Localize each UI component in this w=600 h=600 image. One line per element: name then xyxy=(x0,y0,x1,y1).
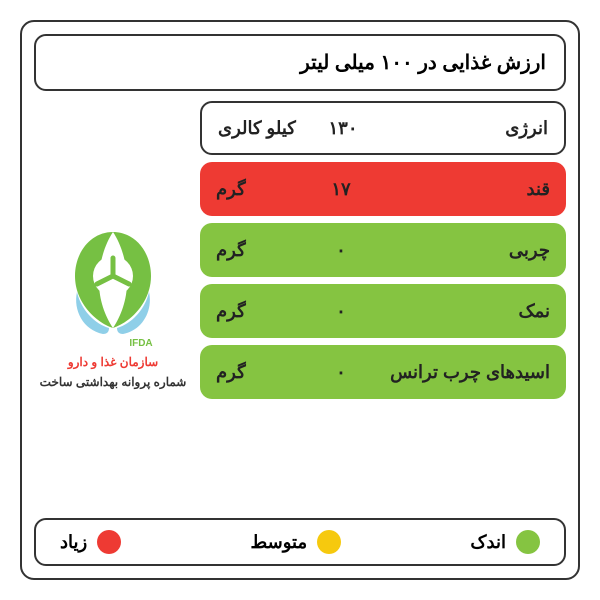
legend-label: زیاد xyxy=(60,532,87,553)
logo-column: IFDA سازمان غذا و دارو شماره پروانه بهدا… xyxy=(34,101,192,508)
dot-high-icon xyxy=(97,530,121,554)
legend-label: متوسط xyxy=(251,532,308,553)
legend-low: اندک xyxy=(470,530,540,554)
ifda-logo-icon xyxy=(53,220,173,340)
title-text: ارزش غذایی در ۱۰۰ میلی لیتر xyxy=(300,52,546,74)
title-box: ارزش غذایی در ۱۰۰ میلی لیتر xyxy=(34,34,566,91)
legend-high: زیاد xyxy=(60,530,121,554)
row-value: ۱۳۰ xyxy=(308,118,378,139)
row-fat: چربی ۰ گرم xyxy=(200,223,566,277)
row-label: چربی xyxy=(376,240,550,261)
logo-org-name: سازمان غذا و دارو xyxy=(68,355,158,369)
row-label: قند xyxy=(376,179,550,200)
nutrition-rows: انرژی ۱۳۰ کیلو کالری قند ۱۷ گرم چربی ۰ گ… xyxy=(200,101,566,508)
row-value: ۰ xyxy=(306,362,376,383)
row-value: ۰ xyxy=(306,301,376,322)
row-label: نمک xyxy=(376,301,550,322)
row-label: اسیدهای چرب ترانس xyxy=(376,362,550,383)
row-unit: گرم xyxy=(216,301,306,322)
ifda-text: IFDA xyxy=(129,338,152,349)
row-unit: گرم xyxy=(216,179,306,200)
row-value: ۰ xyxy=(306,240,376,261)
row-transfat: اسیدهای چرب ترانس ۰ گرم xyxy=(200,345,566,399)
logo-license-text: شماره پروانه بهداشتی ساخت xyxy=(40,375,187,389)
nutrition-label: ارزش غذایی در ۱۰۰ میلی لیتر انرژی ۱۳۰ کی… xyxy=(20,20,580,580)
legend-label: اندک xyxy=(470,532,506,553)
row-value: ۱۷ xyxy=(306,179,376,200)
dot-medium-icon xyxy=(317,530,341,554)
row-unit: گرم xyxy=(216,240,306,261)
mid-section: انرژی ۱۳۰ کیلو کالری قند ۱۷ گرم چربی ۰ گ… xyxy=(34,101,566,508)
row-unit: گرم xyxy=(216,362,306,383)
row-label: انرژی xyxy=(378,118,548,139)
row-sugar: قند ۱۷ گرم xyxy=(200,162,566,216)
dot-low-icon xyxy=(516,530,540,554)
legend-medium: متوسط xyxy=(251,530,342,554)
row-salt: نمک ۰ گرم xyxy=(200,284,566,338)
legend: اندک متوسط زیاد xyxy=(34,518,566,566)
row-unit: کیلو کالری xyxy=(218,118,308,139)
row-energy: انرژی ۱۳۰ کیلو کالری xyxy=(200,101,566,155)
